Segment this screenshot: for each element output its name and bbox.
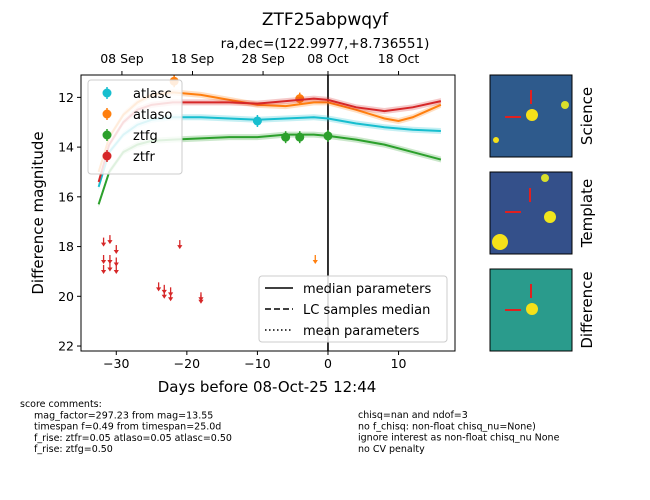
science-source-2 — [561, 101, 569, 109]
template-source — [492, 234, 508, 250]
ztfg-point-0 — [281, 132, 291, 142]
ztfg-point-1 — [295, 132, 305, 142]
score-comment-line-0: score comments: — [20, 399, 102, 410]
method-legend-frame — [258, 275, 448, 343]
y-tick-label-1: 14 — [58, 140, 74, 155]
chisq-comment-line-1: no f_chisq: non-float chisq_nu=None) — [358, 421, 536, 432]
atlasc-point-0 — [252, 116, 262, 126]
atlaso-upper-limit-0 — [312, 260, 318, 264]
y-tick-label-3: 18 — [58, 239, 74, 254]
legend-atlaso-marker — [102, 109, 112, 119]
ztfg-point-2 — [323, 131, 333, 141]
bands-legend-frame — [87, 79, 183, 175]
ztfr-upper-limit-8 — [113, 269, 119, 274]
axes-frame — [80, 74, 456, 352]
chisq-comments: chisq=nan and ndof=3no f_chisq: non-floa… — [358, 410, 560, 455]
x-axis-label: Days before 08-Oct-25 12:44 — [158, 378, 377, 396]
ztfr-upper-limit-0 — [100, 242, 107, 247]
ztfr-upper-limit-7 — [107, 267, 113, 272]
y-tick-label-2: 16 — [58, 189, 74, 204]
score-comment-line-4: f_rise: ztfg=0.50 — [34, 444, 113, 455]
legend-ztfr-label: ztfr — [133, 150, 155, 165]
template-source-3 — [541, 174, 549, 182]
legend-mean: mean parameters — [303, 324, 420, 339]
ztfr-upper-limit-16 — [198, 299, 204, 304]
score-comment-line-2: timespan f=0.49 from timespan=25.0d — [34, 422, 221, 433]
legend-samples: LC samples median — [303, 303, 430, 318]
x-tick-label-3: 0 — [324, 356, 332, 371]
y-tick-label-5: 22 — [58, 339, 74, 354]
thumbnail-difference — [489, 268, 573, 352]
thumb-label-difference: Difference — [578, 271, 596, 348]
ztfr-upper-limit-5 — [113, 262, 119, 267]
ztfr-upper-limit-13 — [168, 297, 174, 302]
x-tick-label-4: 10 — [391, 356, 407, 371]
bands-legend: atlasc atlaso ztfg ztfr — [87, 79, 183, 175]
ztfr-upper-limit-9 — [156, 287, 162, 292]
score-comment-line-1: mag_factor=297.23 from mag=13.55 — [34, 410, 213, 421]
legend-atlasc-marker — [102, 88, 112, 98]
chart-title: ZTF25abpwqyf — [262, 10, 389, 30]
legend-atlasc-label: atlasc — [133, 87, 172, 102]
science-source — [526, 109, 538, 121]
top-tick-label-0: 08 Sep — [100, 51, 144, 66]
chisq-comment-line-2: ignore interest as non-float chisq_nu No… — [358, 433, 560, 444]
ztfr-upper-limit-14 — [177, 245, 183, 250]
x-tick-label-1: −20 — [174, 356, 200, 371]
chart-subtitle: ra,dec=(122.9977,+8.736551) — [221, 36, 430, 52]
ztfr-upper-limit-1 — [107, 240, 113, 245]
x-tick-label-2: −10 — [244, 356, 270, 371]
thumb-label-science: Science — [578, 87, 596, 145]
thumb-label-template: Template — [578, 179, 596, 248]
ztfr-upper-limit-2 — [113, 250, 119, 255]
atlaso-uncertainty-band — [98, 89, 441, 175]
ztfr-upper-limit-6 — [100, 269, 107, 274]
top-tick-label-4: 18 Oct — [378, 51, 420, 66]
y-tick-label-0: 12 — [58, 90, 74, 105]
score-comment-line-3: f_rise: ztfr=0.05 atlaso=0.05 atlasc=0.5… — [34, 433, 232, 444]
ztfr-upper-limit-4 — [107, 260, 113, 264]
y-axis-label: Difference magnitude — [29, 131, 47, 294]
top-tick-label-2: 28 Sep — [241, 51, 285, 66]
legend-ztfg-marker — [102, 130, 112, 140]
legend-ztfg-label: ztfg — [133, 129, 158, 144]
chisq-comment-line-3: no CV penalty — [358, 444, 425, 455]
chisq-comment-line-0: chisq=nan and ndof=3 — [358, 410, 468, 421]
legend-atlaso-label: atlaso — [133, 108, 172, 123]
top-tick-label-3: 08 Oct — [307, 51, 349, 66]
score-comments: score comments:mag_factor=297.23 from ma… — [20, 399, 232, 455]
legend-median: median parameters — [303, 282, 431, 297]
thumbnail-template — [489, 171, 573, 255]
difference-source — [526, 303, 538, 315]
science-source-3 — [493, 137, 499, 143]
ztfr-upper-limit-12 — [161, 294, 167, 299]
top-tick-label-1: 18 Sep — [171, 51, 215, 66]
bands-legend-entries: atlasc atlaso ztfg ztfr — [102, 87, 172, 165]
y-tick-label-4: 20 — [58, 289, 74, 304]
thumbnail-science — [489, 74, 573, 158]
template-source-2 — [544, 211, 556, 223]
x-tick-label-0: −30 — [103, 356, 129, 371]
method-legend: median parameters LC samples median mean… — [258, 275, 448, 343]
ztfr-upper-limit-3 — [100, 260, 107, 264]
legend-ztfr-marker — [102, 151, 112, 161]
